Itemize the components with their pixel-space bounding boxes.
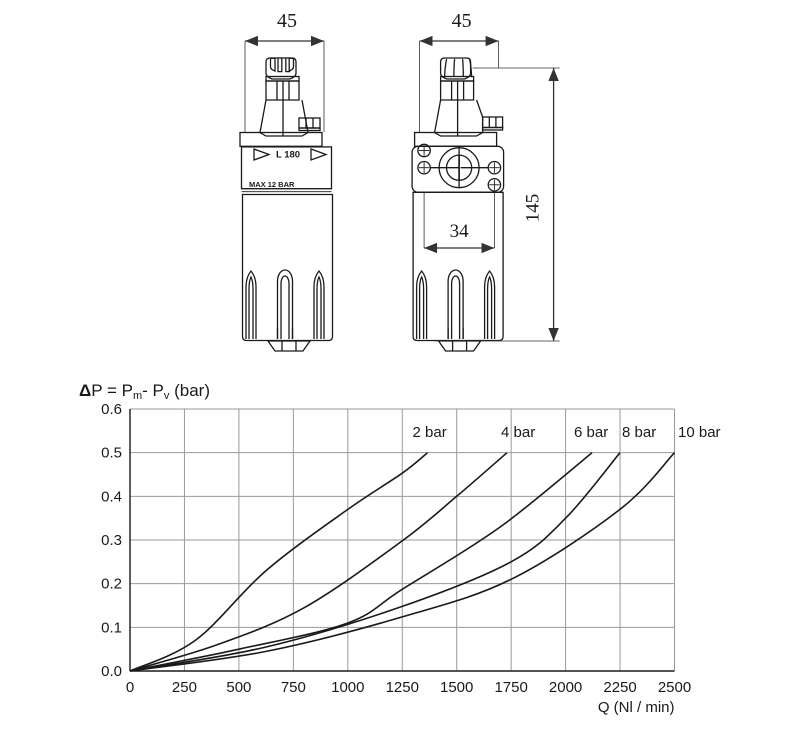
svg-text:250: 250 xyxy=(172,679,197,696)
svg-text:145: 145 xyxy=(523,194,544,223)
svg-text:2250: 2250 xyxy=(603,679,636,696)
svg-text:0.0: 0.0 xyxy=(101,663,122,680)
svg-text:Q (Nl / min): Q (Nl / min) xyxy=(598,699,675,716)
svg-text:2 bar: 2 bar xyxy=(413,424,447,441)
svg-text:0: 0 xyxy=(126,679,134,696)
svg-text:0.1: 0.1 xyxy=(101,619,122,636)
svg-text:4 bar: 4 bar xyxy=(501,424,535,441)
svg-text:750: 750 xyxy=(281,679,306,696)
svg-text:45: 45 xyxy=(277,10,297,32)
svg-text:0.5: 0.5 xyxy=(101,445,122,462)
svg-text:1500: 1500 xyxy=(440,679,473,696)
svg-text:10 bar: 10 bar xyxy=(678,424,721,441)
svg-text:ΔP = Pm- Pv (bar): ΔP = Pm- Pv (bar) xyxy=(79,381,210,402)
svg-text:34: 34 xyxy=(450,221,470,242)
svg-text:1000: 1000 xyxy=(331,679,364,696)
svg-text:0.4: 0.4 xyxy=(101,488,122,505)
svg-text:2500: 2500 xyxy=(658,679,691,696)
svg-text:1750: 1750 xyxy=(494,679,527,696)
svg-text:2000: 2000 xyxy=(549,679,582,696)
svg-text:500: 500 xyxy=(226,679,251,696)
svg-text:L 180: L 180 xyxy=(276,150,300,161)
svg-text:1250: 1250 xyxy=(386,679,419,696)
svg-text:8 bar: 8 bar xyxy=(622,424,656,441)
svg-text:0.3: 0.3 xyxy=(101,532,122,549)
svg-text:0.2: 0.2 xyxy=(101,576,122,593)
svg-text:6 bar: 6 bar xyxy=(574,424,608,441)
svg-text:MAX 12 BAR: MAX 12 BAR xyxy=(249,180,295,189)
svg-text:45: 45 xyxy=(452,10,472,32)
svg-text:0.6: 0.6 xyxy=(101,401,122,418)
